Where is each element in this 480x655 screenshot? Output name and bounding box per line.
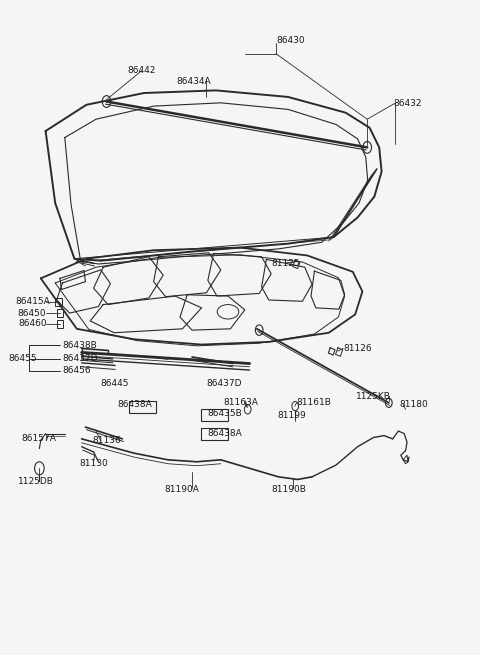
Text: 81126: 81126 [343, 344, 372, 353]
Bar [57, 309, 63, 317]
Text: 81161B: 81161B [297, 398, 332, 407]
Text: 86430: 86430 [276, 36, 305, 45]
Text: 86432: 86432 [394, 99, 422, 108]
Text: 86456: 86456 [62, 366, 91, 375]
Bar [201, 409, 228, 421]
Text: 86445: 86445 [101, 379, 129, 388]
Text: 81125: 81125 [271, 259, 300, 269]
Text: 86438B: 86438B [62, 341, 97, 350]
Text: 81190B: 81190B [271, 485, 306, 495]
Text: 81136: 81136 [93, 436, 121, 445]
Text: 86438A: 86438A [118, 400, 152, 409]
Text: 86442: 86442 [127, 66, 156, 75]
Text: 86438A: 86438A [208, 429, 242, 438]
Text: 81180: 81180 [399, 400, 428, 409]
Bar [57, 320, 63, 328]
Text: 81163A: 81163A [223, 398, 258, 407]
Text: 81130: 81130 [79, 458, 108, 468]
Bar [129, 401, 156, 413]
Text: 86435B: 86435B [208, 409, 242, 419]
Text: 86460: 86460 [18, 319, 47, 328]
Text: 86415A: 86415A [15, 297, 50, 307]
Text: 1125KB: 1125KB [356, 392, 391, 401]
Text: 81190A: 81190A [164, 485, 199, 495]
Text: 86437D: 86437D [206, 379, 242, 388]
Bar [201, 428, 228, 440]
Bar [55, 298, 62, 306]
Text: 86450: 86450 [17, 309, 46, 318]
Text: 86434A: 86434A [177, 77, 211, 86]
Text: 81199: 81199 [277, 411, 306, 421]
Text: 86455: 86455 [9, 354, 37, 364]
Text: 1125DB: 1125DB [18, 477, 54, 486]
Text: 86157A: 86157A [22, 434, 57, 443]
Text: 86437D: 86437D [62, 354, 98, 364]
